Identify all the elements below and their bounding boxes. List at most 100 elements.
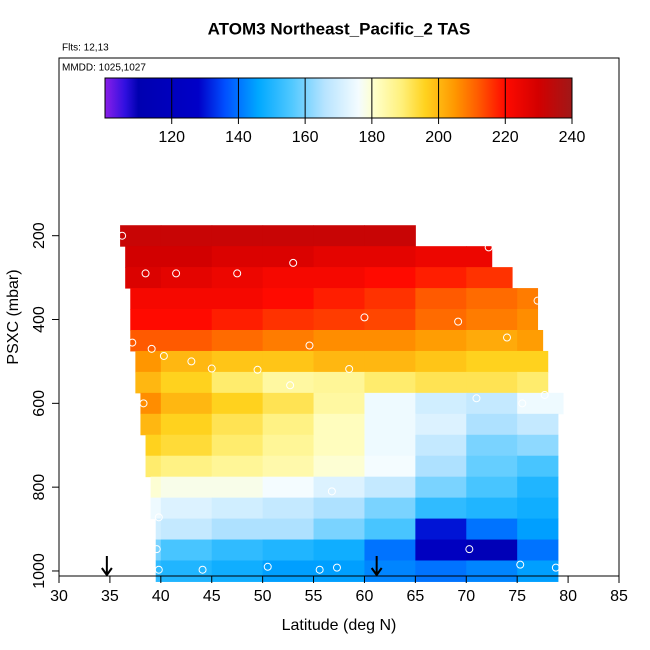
heat-cell <box>415 392 467 415</box>
observation-point <box>286 381 295 390</box>
observation-point <box>118 231 127 240</box>
heat-cell <box>130 288 162 310</box>
heat-cell <box>313 560 365 582</box>
heat-cell <box>160 392 213 415</box>
heat-cell <box>160 560 213 582</box>
colorbar-tick-label: 200 <box>425 129 452 146</box>
heat-cell <box>517 413 559 436</box>
x-tick-label: 60 <box>356 588 374 605</box>
heat-cell <box>466 267 513 289</box>
heat-cell <box>466 246 493 268</box>
heat-cell <box>145 434 162 457</box>
heat-cell <box>415 329 467 352</box>
heat-cell <box>466 539 518 561</box>
heat-cell <box>466 309 518 331</box>
x-axis-label: Latitude (deg N) <box>282 617 397 634</box>
heat-cell <box>517 350 549 373</box>
heat-cell <box>466 329 518 352</box>
x-tick-label: 45 <box>203 588 221 605</box>
heat-cell <box>364 434 416 457</box>
observation-point <box>540 390 549 399</box>
heat-cell <box>466 371 518 394</box>
heat-cell <box>155 518 162 541</box>
observation-point <box>518 399 527 408</box>
heat-cell <box>313 288 365 310</box>
observation-point <box>416 225 425 234</box>
heat-cell <box>313 225 365 247</box>
heat-cell <box>150 476 162 499</box>
x-tick-label: 65 <box>406 588 424 605</box>
colorbar-tick-label: 240 <box>559 129 586 146</box>
heat-cell <box>262 434 315 457</box>
heat-cell <box>262 413 315 436</box>
heat-cell <box>466 518 518 541</box>
heat-cell <box>313 497 365 520</box>
heat-cell <box>415 497 467 520</box>
x-tick-label: 40 <box>152 588 170 605</box>
heat-cell <box>466 560 518 582</box>
heat-cell <box>415 267 467 289</box>
heat-cell <box>160 309 213 331</box>
heat-cell <box>517 518 559 541</box>
heat-cell <box>466 434 518 457</box>
heat-cell <box>313 413 365 436</box>
heat-cell <box>364 350 416 373</box>
heat-cell <box>364 246 416 268</box>
heat-cell <box>466 413 518 436</box>
heat-cell <box>466 497 518 520</box>
heat-cell <box>262 455 315 478</box>
heat-cell <box>211 455 264 478</box>
heat-cell <box>415 518 467 541</box>
observation-point <box>503 333 511 342</box>
heat-cell <box>135 371 162 394</box>
heat-cell <box>364 225 416 247</box>
heat-cell <box>262 497 315 520</box>
heat-cell <box>211 329 264 352</box>
heat-cell <box>364 560 416 582</box>
heat-cell <box>517 497 559 520</box>
heat-cell <box>415 539 467 561</box>
heat-cell <box>211 560 264 582</box>
heat-cell <box>415 413 467 436</box>
heat-cell <box>364 497 416 520</box>
heat-cell <box>160 288 213 310</box>
heat-cell <box>415 455 467 478</box>
heat-cell <box>313 392 365 415</box>
heat-cell <box>262 350 315 373</box>
heat-cell <box>517 560 559 582</box>
heat-cell <box>517 539 559 561</box>
colorbar-tick-label: 120 <box>158 129 185 146</box>
heat-cell <box>262 309 315 331</box>
observation-point <box>141 269 150 278</box>
heat-cell <box>120 225 162 247</box>
heat-cell <box>130 309 162 331</box>
observation-point <box>305 341 314 350</box>
heat-cell <box>211 434 264 457</box>
heat-cell <box>466 350 518 373</box>
heat-cell <box>364 329 416 352</box>
x-tick-label: 85 <box>610 588 628 605</box>
y-tick-label: 600 <box>31 390 48 417</box>
flight-marker <box>370 556 383 577</box>
y-tick-label: 1000 <box>31 553 48 589</box>
observation-point <box>465 545 474 554</box>
heat-cell <box>313 371 365 394</box>
y-tick-label: 800 <box>31 474 48 501</box>
heat-cell <box>155 539 162 561</box>
heat-cell <box>211 476 264 499</box>
heat-cell <box>140 413 162 436</box>
heat-cell <box>466 476 518 499</box>
observation-point <box>128 338 137 347</box>
heat-cell <box>364 539 416 561</box>
heat-cell <box>211 309 264 331</box>
x-tick-label: 35 <box>101 588 119 605</box>
heat-cell <box>160 539 213 561</box>
observation-point <box>172 269 181 278</box>
heat-cell <box>125 267 162 289</box>
heat-cell <box>160 413 213 436</box>
y-tick-label: 200 <box>31 222 48 249</box>
heat-cell <box>150 497 162 520</box>
heat-cell <box>415 350 467 373</box>
heat-cell <box>160 246 213 268</box>
heat-cell <box>211 288 264 310</box>
